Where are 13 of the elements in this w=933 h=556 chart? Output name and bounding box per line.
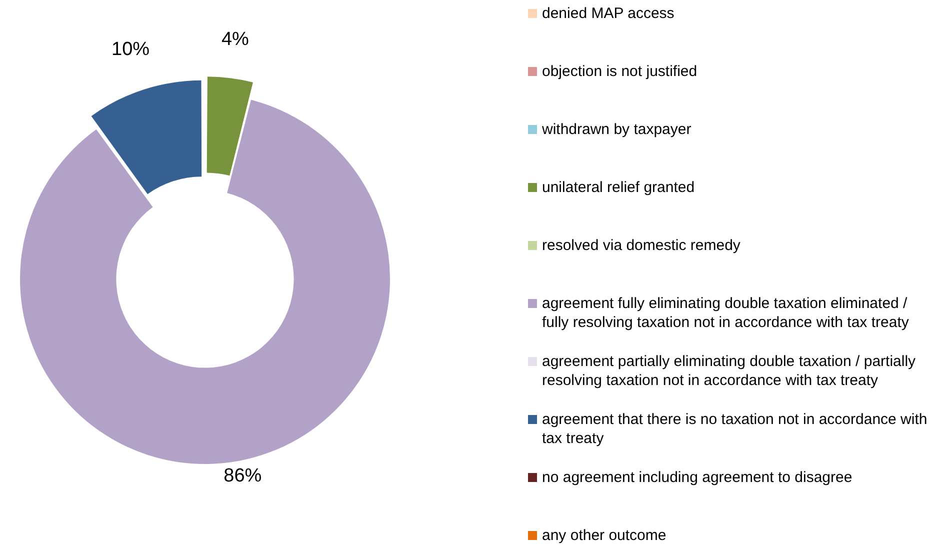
data-label: 86%	[224, 466, 262, 487]
legend-label: agreement that there is no taxation not in accordance with tax treaty	[542, 410, 928, 448]
legend-label: agreement fully eliminating double taxation eliminated / fully resolving taxation not in accordance with tax treaty	[542, 294, 910, 332]
legend-label: no agreement including agreement to disagree	[542, 468, 852, 487]
legend-label: objection is not justified	[542, 62, 698, 81]
data-label: 4%	[221, 29, 250, 50]
legend-label: withdrawn by taxpayer	[542, 120, 692, 139]
legend-label: denied MAP access	[542, 4, 674, 23]
legend-label: any other outcome	[542, 526, 666, 545]
data-label: 10%	[112, 39, 150, 60]
legend-label: agreement partially eliminating double taxation / partially resolving taxation not in accordance with tax treaty	[542, 352, 917, 390]
legend-label: resolved via domestic remedy	[542, 236, 740, 255]
legend-label: unilateral relief granted	[542, 178, 695, 197]
